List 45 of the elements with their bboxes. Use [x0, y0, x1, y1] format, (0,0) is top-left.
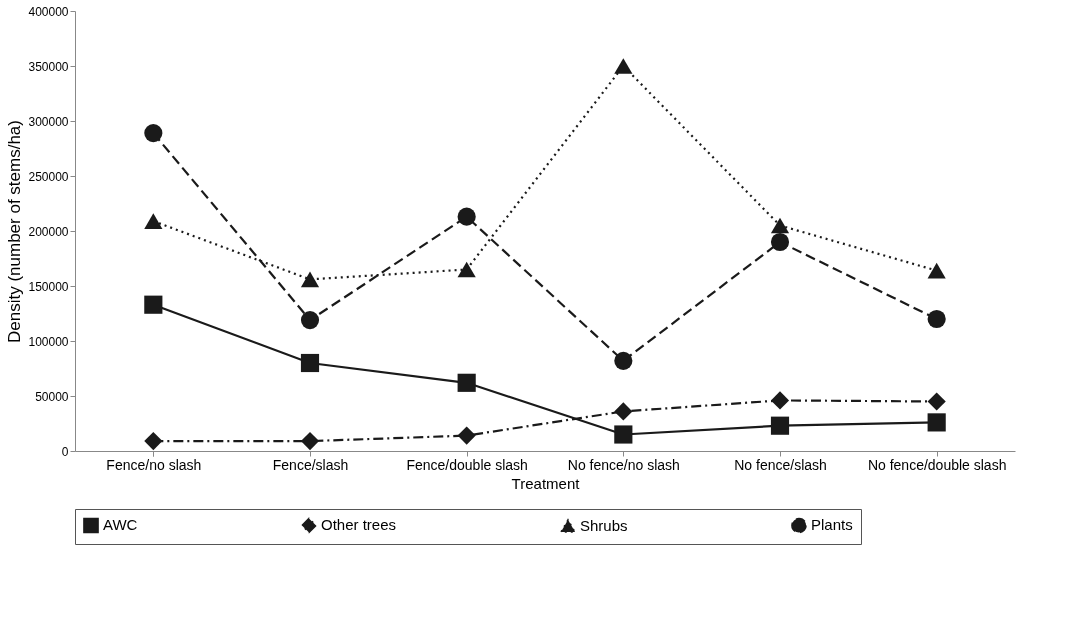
y-tick-label: 400000: [28, 4, 69, 19]
y-tick-label: 350000: [28, 59, 69, 74]
y-tick-label: 150000: [28, 279, 69, 294]
point: [457, 207, 476, 226]
legend-label: Shrubs: [580, 516, 628, 534]
x-tick-label: No fence/slash: [734, 456, 827, 473]
y-tick-label: 50000: [35, 389, 69, 404]
point: [144, 213, 163, 229]
point: [300, 311, 320, 330]
y-axis-title: Density (number of stems/ha): [5, 120, 25, 343]
legend-label: Other trees: [321, 516, 397, 534]
point: [300, 271, 320, 288]
point: [300, 432, 320, 451]
legend-label: AWC: [103, 516, 138, 534]
x-axis-title: Treatment: [511, 474, 581, 492]
x-tick-label: Fence/no slash: [106, 456, 202, 473]
point: [927, 309, 946, 329]
point: [770, 416, 790, 435]
point: [614, 425, 633, 444]
point: [144, 124, 163, 143]
legend-label: Plants: [811, 516, 853, 534]
x-tick-label: Fence/double slash: [406, 456, 528, 473]
y-tick-label: 0: [61, 444, 69, 459]
point: [927, 413, 946, 432]
point: [300, 353, 320, 373]
point: [770, 232, 790, 252]
y-tick-label: 250000: [28, 169, 69, 184]
point: [927, 262, 946, 279]
point: [144, 295, 163, 314]
x-tick-label: Fence/slash: [272, 456, 349, 473]
point: [614, 351, 633, 370]
x-tick-label: No fence/no slash: [567, 456, 680, 473]
point: [457, 426, 476, 445]
point: [457, 261, 476, 278]
y-tick-label: 300000: [28, 114, 69, 129]
point: [770, 217, 790, 234]
point: [614, 402, 633, 421]
point: [927, 392, 946, 411]
point: [770, 391, 790, 410]
y-tick-label: 200000: [28, 224, 69, 239]
y-tick-label: 100000: [28, 334, 69, 349]
x-tick-label: No fence/double slash: [867, 456, 1007, 473]
point: [144, 432, 163, 451]
point: [614, 58, 633, 74]
point: [457, 373, 476, 392]
